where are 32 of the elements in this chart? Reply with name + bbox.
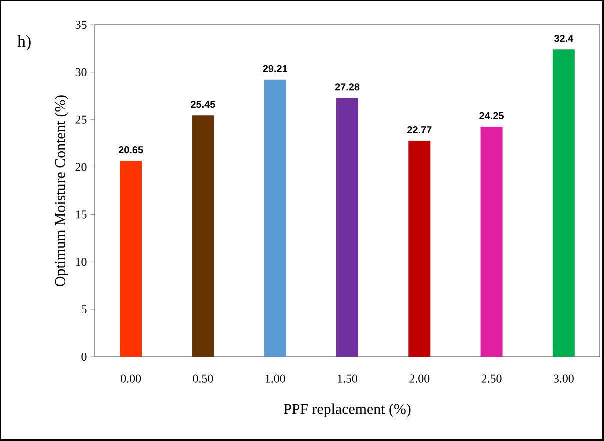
- bar: [264, 80, 286, 357]
- data-label: 25.45: [191, 101, 216, 108]
- y-axis-title: Optimum Moisture Content (%): [54, 96, 68, 286]
- y-tick-label: 15: [76, 210, 87, 219]
- y-tick-label: 5: [82, 306, 87, 314]
- bar: [192, 116, 214, 357]
- x-tick-label: 0.00: [121, 374, 142, 383]
- bar: [552, 50, 575, 357]
- x-tick-label: 1.50: [338, 374, 358, 383]
- y-tick-label: 0: [82, 352, 87, 362]
- x-tick-label: 3.00: [554, 374, 574, 383]
- data-label: 29.21: [263, 65, 288, 72]
- y-tick-label: 20: [76, 163, 87, 172]
- x-tick-label: 2.00: [410, 374, 430, 383]
- y-tick-label: 25: [76, 116, 87, 124]
- x-tick-label: 1.00: [266, 374, 286, 383]
- x-axis-title: PPF replacement (%): [284, 404, 411, 418]
- bar: [120, 161, 142, 357]
- data-label: 27.28: [335, 84, 360, 91]
- text: h): [18, 35, 31, 51]
- bar: [408, 141, 431, 357]
- y-tick-label: 30: [76, 68, 87, 76]
- x-tick-label: 0.50: [193, 374, 214, 383]
- data-label: 22.77: [408, 126, 432, 134]
- bar: [336, 98, 358, 357]
- data-label: 20.65: [118, 146, 144, 154]
- data-label: 32.4: [554, 35, 574, 42]
- bar: [480, 126, 503, 357]
- y-tick-label: 10: [76, 258, 87, 266]
- data-label: 24.25: [480, 112, 504, 120]
- x-tick-label: 2.50: [482, 374, 502, 383]
- y-tick-label: 35: [76, 20, 87, 30]
